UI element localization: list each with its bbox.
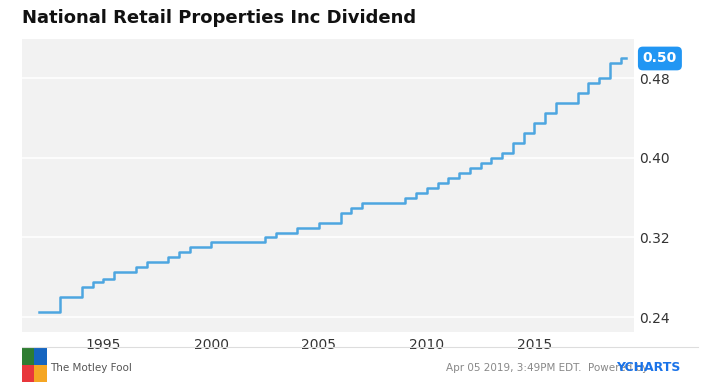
FancyBboxPatch shape	[22, 347, 47, 365]
FancyBboxPatch shape	[22, 347, 47, 382]
Text: Apr 05 2019, 3:49PM EDT.  Powered by: Apr 05 2019, 3:49PM EDT. Powered by	[446, 362, 649, 372]
Text: 0.50: 0.50	[643, 51, 677, 66]
Text: National Retail Properties Inc Dividend: National Retail Properties Inc Dividend	[22, 9, 415, 27]
Text: YCHARTS: YCHARTS	[616, 361, 680, 374]
FancyBboxPatch shape	[22, 347, 35, 382]
FancyBboxPatch shape	[35, 347, 47, 365]
Text: The Motley Fool: The Motley Fool	[50, 362, 132, 372]
